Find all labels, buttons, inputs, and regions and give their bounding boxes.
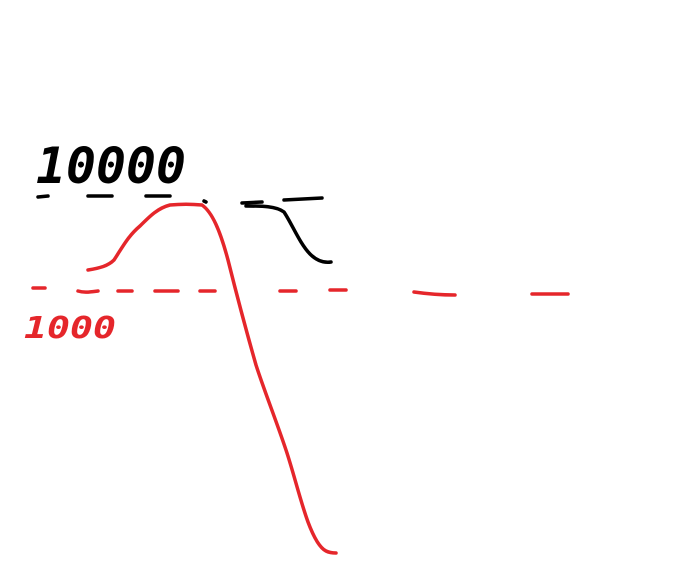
red-curve xyxy=(86,202,338,555)
black-curve xyxy=(244,204,333,264)
lower-dash-segment xyxy=(76,289,100,294)
upper-dashed-line xyxy=(36,194,324,205)
lower-level-label: 1000 xyxy=(24,311,116,346)
upper-dash-segment xyxy=(240,200,264,205)
upper-level-label: 10000 xyxy=(36,137,186,195)
upper-dash-segment xyxy=(36,194,50,199)
lower-dash-segment xyxy=(412,290,457,297)
upper-dash-segment xyxy=(282,196,324,202)
upper-dash-segment xyxy=(202,199,208,204)
lower-dashed-line xyxy=(31,286,570,297)
